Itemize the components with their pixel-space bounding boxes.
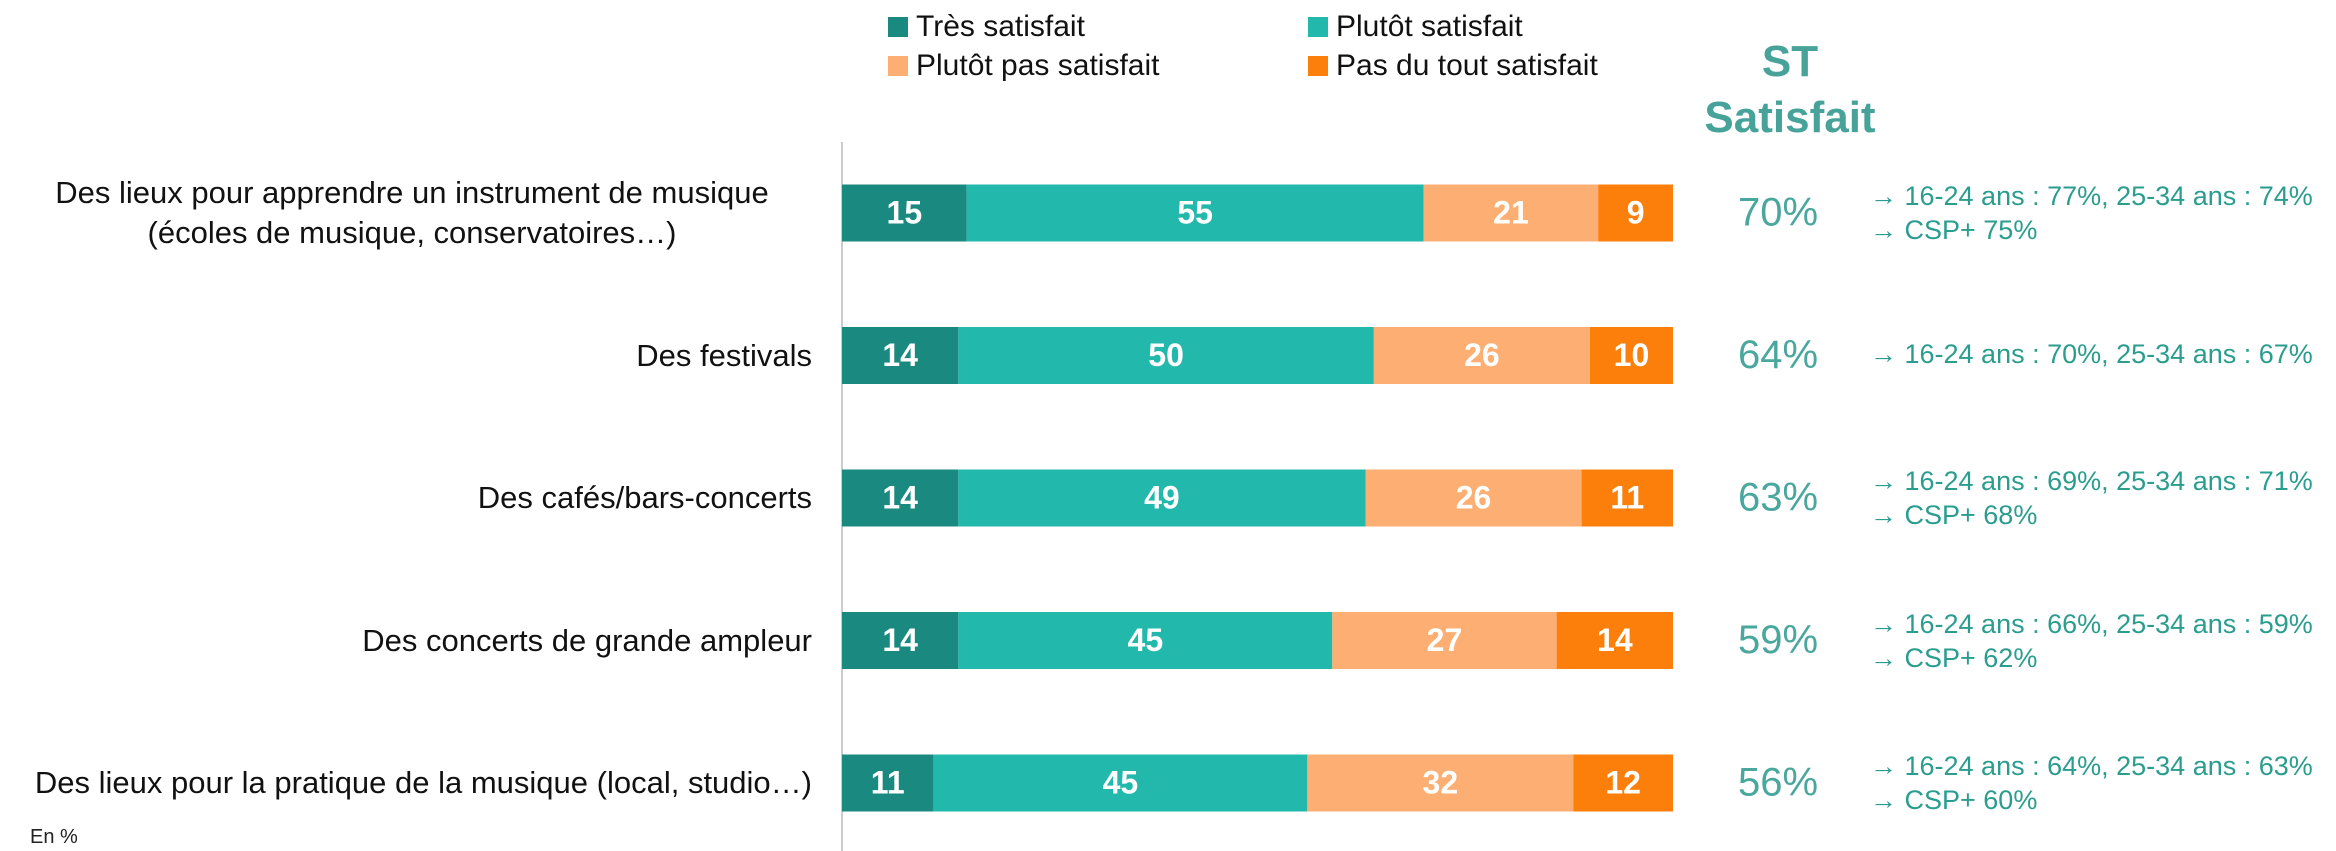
note-line: → 16-24 ans : 69%, 25-34 ans : 71% xyxy=(1870,466,2313,496)
bar-segment xyxy=(958,327,1374,384)
segment-label: 9 xyxy=(1627,194,1645,230)
segment-label: 11 xyxy=(871,764,905,800)
legend-label: Pas du tout satisfait xyxy=(1336,49,1598,82)
legend-swatch xyxy=(1308,56,1328,76)
bar-segment xyxy=(1373,327,1590,384)
segment-label: 50 xyxy=(1148,337,1184,373)
legend-label: Plutôt pas satisfait xyxy=(916,49,1160,82)
segment-label: 26 xyxy=(1456,479,1492,515)
bar-segment xyxy=(1307,754,1574,812)
bar-segment xyxy=(842,184,967,242)
legend-label: Très satisfait xyxy=(916,10,1086,43)
bar-segment xyxy=(1598,184,1673,242)
bar-segment xyxy=(842,612,959,669)
total-value: 59% xyxy=(1738,618,1818,662)
segment-label: 14 xyxy=(882,337,918,373)
bar-segment xyxy=(842,469,959,527)
total-value: 64% xyxy=(1738,333,1818,377)
note-line: → CSP+ 60% xyxy=(1870,785,2038,815)
bar-segment xyxy=(1332,612,1557,669)
segment-label: 15 xyxy=(887,194,923,230)
note-line: → 16-24 ans : 64%, 25-34 ans : 63% xyxy=(1870,751,2313,781)
bar-segment xyxy=(958,612,1333,669)
segment-label: 12 xyxy=(1605,764,1641,800)
note-line: → 16-24 ans : 66%, 25-34 ans : 59% xyxy=(1870,608,2313,639)
segment-label: 10 xyxy=(1614,337,1650,373)
bar-segment xyxy=(1365,469,1582,527)
note-line: → 16-24 ans : 70%, 25-34 ans : 67% xyxy=(1870,338,2313,369)
category-label: Des lieux pour apprendre un instrument d… xyxy=(12,153,812,273)
category-text: Des lieux pour la pratique de la musique… xyxy=(34,765,812,800)
segment-label: 26 xyxy=(1464,337,1500,373)
segment-label: 45 xyxy=(1128,622,1164,658)
segment-label: 55 xyxy=(1177,194,1213,230)
bar-segment xyxy=(966,184,1424,242)
bar-segment xyxy=(1589,327,1673,384)
segment-label: 14 xyxy=(882,479,918,515)
total-value: 56% xyxy=(1738,761,1818,805)
bar-segment xyxy=(842,327,959,384)
category-text: Des festivals xyxy=(636,337,812,373)
total-title: ST Satisfait xyxy=(1704,37,1876,142)
note-line: → CSP+ 68% xyxy=(1870,500,2038,530)
footnote: En % xyxy=(30,826,78,848)
category-text: Des lieux pour apprendre un instrument d… xyxy=(55,175,769,250)
total-value: 70% xyxy=(1738,191,1818,235)
legend-swatch xyxy=(1308,17,1328,37)
legend-label: Plutôt satisfait xyxy=(1336,10,1523,43)
category-text: Des cafés/bars-concerts xyxy=(477,480,812,515)
segment-label: 11 xyxy=(1610,479,1644,515)
segment-label: 14 xyxy=(1597,622,1633,658)
segment-label: 27 xyxy=(1427,622,1463,658)
legend-swatch xyxy=(888,56,908,76)
segment-label: 14 xyxy=(882,622,918,658)
category-label: Des cafés/bars-concerts xyxy=(478,438,812,558)
bar-segment xyxy=(1573,754,1673,812)
category-label: Des festivals xyxy=(636,296,812,416)
category-label: Des concerts de grande ampleur xyxy=(362,581,812,701)
segment-label: 45 xyxy=(1103,764,1139,800)
note-line: → CSP+ 62% xyxy=(1870,642,2038,673)
category-text: Des concerts de grande ampleur xyxy=(362,622,812,658)
total-value: 63% xyxy=(1738,476,1818,520)
bar-segment xyxy=(1556,612,1673,669)
segment-label: 21 xyxy=(1493,194,1529,230)
note-line: → 16-24 ans : 77%, 25-34 ans : 74% xyxy=(1870,181,2313,211)
segment-label: 49 xyxy=(1144,479,1180,515)
note-line: → CSP+ 75% xyxy=(1870,215,2038,245)
bar-segment xyxy=(842,754,934,812)
legend-swatch xyxy=(888,17,908,37)
bar-segment xyxy=(1423,184,1599,242)
bar-segment xyxy=(1581,469,1673,527)
segment-label: 32 xyxy=(1423,764,1459,800)
bar-segment xyxy=(933,754,1308,812)
category-label: Des lieux pour la pratique de la musique… xyxy=(35,723,812,843)
bar-segment xyxy=(958,469,1366,527)
